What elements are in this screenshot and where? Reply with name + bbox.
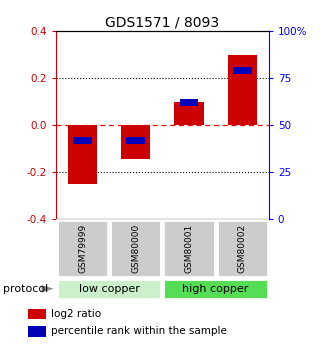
- Bar: [68, 125, 97, 184]
- Bar: [164, 279, 268, 299]
- Bar: [28, 309, 46, 319]
- Text: low copper: low copper: [79, 284, 140, 294]
- Bar: [164, 220, 214, 277]
- Text: log2 ratio: log2 ratio: [51, 309, 101, 319]
- Text: high copper: high copper: [182, 284, 249, 294]
- Bar: [57, 279, 161, 299]
- Bar: [228, 55, 257, 125]
- Text: GSM79999: GSM79999: [78, 224, 87, 273]
- Bar: [233, 67, 252, 74]
- Bar: [28, 326, 46, 337]
- Polygon shape: [42, 285, 54, 293]
- Bar: [121, 125, 150, 159]
- Bar: [73, 137, 92, 144]
- Bar: [57, 220, 108, 277]
- Bar: [174, 101, 204, 125]
- Bar: [126, 137, 145, 144]
- Text: GSM80000: GSM80000: [131, 224, 140, 273]
- Bar: [110, 220, 161, 277]
- Text: percentile rank within the sample: percentile rank within the sample: [51, 326, 227, 336]
- Text: GSM80001: GSM80001: [185, 224, 194, 273]
- Text: GSM80002: GSM80002: [238, 224, 247, 273]
- Title: GDS1571 / 8093: GDS1571 / 8093: [105, 16, 220, 30]
- Bar: [217, 220, 268, 277]
- Bar: [180, 99, 198, 106]
- Text: protocol: protocol: [3, 284, 48, 294]
